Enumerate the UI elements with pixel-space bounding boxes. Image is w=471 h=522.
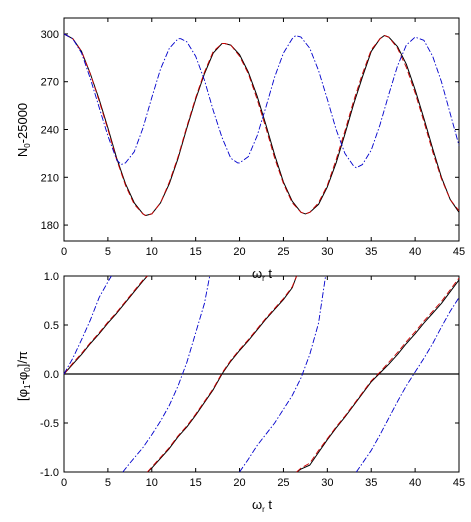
x-tick-label: 45 [453, 477, 465, 489]
series-line-solid [63, 275, 460, 473]
x-tick-label: 0 [61, 246, 67, 258]
top-x-ticks: 0 5 10 15 20 25 30 35 40 45 [61, 18, 465, 258]
x-tick-label: 45 [453, 246, 465, 258]
x-tick-label: 5 [105, 246, 111, 258]
y-tick-label: 0.5 [44, 320, 59, 332]
series-line-dashed [63, 33, 460, 216]
bottom-series [63, 275, 460, 473]
x-tick-label: 25 [277, 246, 289, 258]
y-tick-label: 0.0 [44, 369, 59, 381]
series-line-dashdot [63, 275, 460, 473]
bottom-x-axis-title: ωr t [252, 497, 272, 514]
x-tick-label: 15 [190, 246, 202, 258]
y-tick-label: 180 [41, 220, 59, 232]
x-tick-label: 35 [365, 477, 377, 489]
bottom-x-ticks: 0 5 10 15 20 25 30 35 40 45 [61, 276, 465, 489]
series-line-dashed [63, 275, 460, 473]
y-tick-label: 300 [41, 29, 59, 41]
x-tick-label: 40 [409, 246, 421, 258]
x-tick-label: 15 [190, 477, 202, 489]
top-x-axis-title: ωr t [252, 266, 272, 283]
x-tick-label: 20 [233, 246, 245, 258]
bottom-y-axis-title: [φ1-φ0]/π [15, 351, 32, 401]
x-tick-label: 40 [409, 477, 421, 489]
bottom-panel: 0 5 10 15 20 25 30 35 40 45 -1.0 -0.5 0.0 0.5 1.0 ωr … [15, 271, 465, 514]
top-y-ticks: 180 210 240 270 300 [41, 29, 459, 232]
x-tick-label: 30 [321, 477, 333, 489]
bottom-y-ticks: -1.0 -0.5 0.0 0.5 1.0 [40, 271, 459, 479]
top-series [63, 33, 460, 217]
y-tick-label: 270 [41, 77, 59, 89]
y-tick-label: 210 [41, 172, 59, 184]
x-tick-label: 35 [365, 246, 377, 258]
series-line-dashdot [63, 33, 460, 169]
y-tick-label: -1.0 [40, 467, 59, 479]
x-tick-label: 5 [105, 477, 111, 489]
y-tick-label: 1.0 [44, 271, 59, 283]
x-tick-label: 20 [233, 477, 245, 489]
x-tick-label: 30 [321, 246, 333, 258]
x-tick-label: 10 [146, 246, 158, 258]
y-tick-label: 240 [41, 125, 59, 137]
x-tick-label: 25 [277, 477, 289, 489]
y-tick-label: -0.5 [40, 418, 59, 430]
top-y-axis-title: N0-25000 [15, 103, 32, 157]
x-tick-label: 10 [146, 477, 158, 489]
x-tick-label: 0 [61, 477, 67, 489]
